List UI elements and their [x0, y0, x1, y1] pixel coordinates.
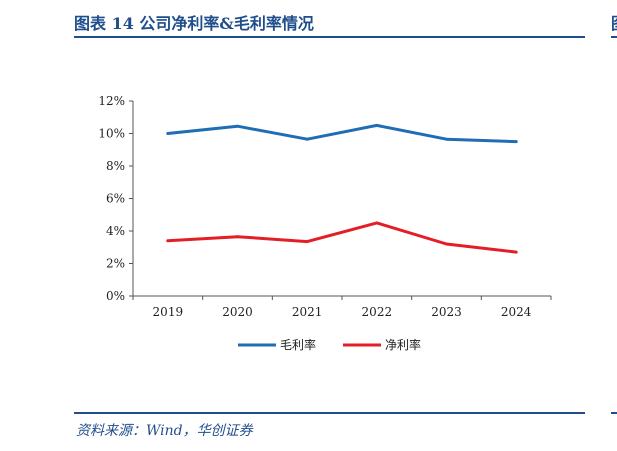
- x-tick-label: 2021: [292, 305, 323, 319]
- y-tick-label: 8%: [106, 159, 125, 173]
- data-point: [375, 221, 379, 225]
- next-title-glyph: 图: [611, 10, 617, 34]
- source-note: 资料来源：Wind，华创证券: [76, 423, 253, 439]
- data-point: [166, 132, 170, 135]
- y-tick-label: 2%: [106, 257, 125, 271]
- next-title-bar: 图: [611, 6, 617, 38]
- title-bar: 图表 14 公司净利率&毛利率情况: [74, 6, 585, 38]
- y-tick-label: 4%: [106, 224, 125, 238]
- source-divider-right: [611, 412, 617, 414]
- x-tick-label: 2024: [501, 305, 532, 319]
- data-point: [236, 235, 239, 239]
- data-point: [445, 137, 448, 141]
- x-tick-label: 2022: [362, 305, 393, 319]
- data-point: [514, 140, 518, 144]
- x-tick-label: 2023: [431, 305, 462, 319]
- y-tick-label: 12%: [98, 94, 125, 108]
- data-point: [514, 250, 518, 254]
- data-point: [445, 242, 448, 246]
- series-line-0: [166, 123, 518, 144]
- y-tick-label: 0%: [106, 289, 125, 303]
- y-tick-label: 6%: [106, 192, 125, 206]
- x-tick-label: 2019: [153, 305, 184, 319]
- series-line-1: [166, 221, 518, 254]
- legend-label-1: 净利率: [385, 337, 421, 352]
- data-point: [166, 239, 170, 243]
- data-point: [305, 137, 309, 141]
- data-point: [305, 240, 309, 243]
- data-point: [236, 124, 239, 128]
- y-tick-label: 10%: [98, 127, 125, 141]
- data-point: [375, 123, 379, 127]
- legend-label-0: 毛利率: [280, 337, 316, 352]
- source-divider: [74, 412, 585, 414]
- chart-title: 图表 14 公司净利率&毛利率情况: [74, 14, 314, 33]
- x-tick-label: 2020: [222, 305, 253, 319]
